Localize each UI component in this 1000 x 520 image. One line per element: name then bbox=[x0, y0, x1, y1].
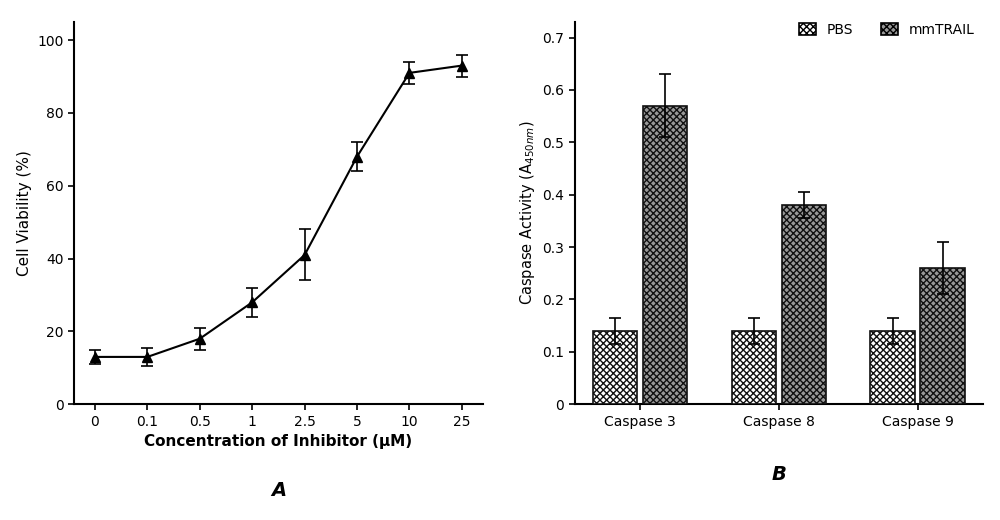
Bar bbox=[920, 268, 965, 404]
X-axis label: Concentration of Inhibitor (μM): Concentration of Inhibitor (μM) bbox=[144, 434, 412, 449]
Bar bbox=[782, 205, 826, 404]
Bar bbox=[593, 331, 637, 404]
Text: A: A bbox=[271, 480, 286, 500]
Bar bbox=[643, 106, 687, 404]
Legend: PBS, mmTRAIL: PBS, mmTRAIL bbox=[794, 17, 981, 42]
Bar bbox=[870, 331, 915, 404]
Y-axis label: Caspase Activity (A$_{450nm}$): Caspase Activity (A$_{450nm}$) bbox=[518, 121, 537, 305]
Bar bbox=[732, 331, 776, 404]
Y-axis label: Cell Viability (%): Cell Viability (%) bbox=[17, 150, 32, 276]
Text: B: B bbox=[771, 465, 786, 485]
